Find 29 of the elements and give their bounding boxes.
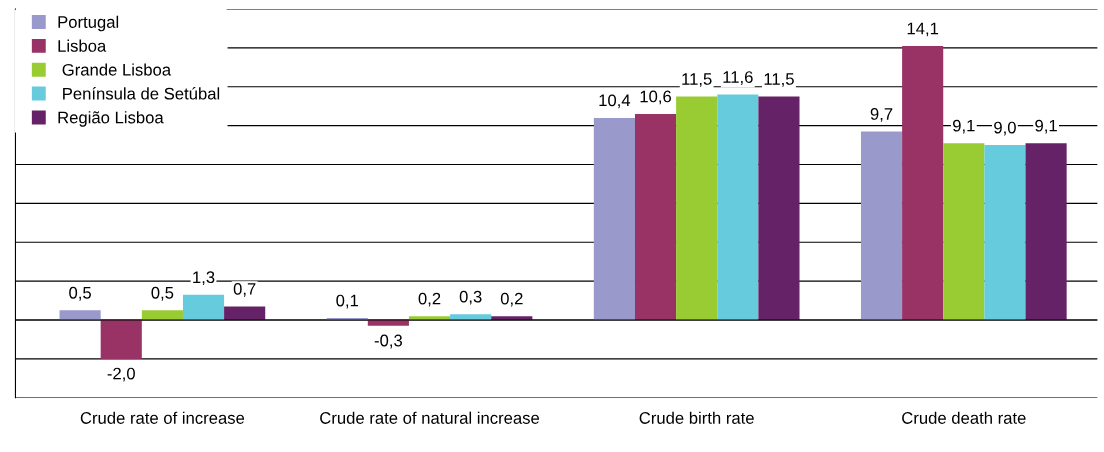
data-label: 0,7 [233, 282, 256, 297]
data-label: 11,5 [764, 73, 794, 87]
legend-label: Grande Lisboa [62, 63, 172, 76]
data-label: 0,5 [151, 286, 174, 301]
data-label: 0,2 [500, 292, 523, 307]
legend-label: Portugal [58, 15, 119, 32]
x-tick-label: Crude birth rate [639, 411, 754, 424]
x-tick-label: Crude rate of natural increase [320, 411, 540, 424]
data-label: 10,4 [599, 94, 631, 109]
data-label: 9,7 [870, 108, 893, 122]
x-tick-label: Crude rate of increase [80, 411, 245, 424]
data-label: 9,1 [953, 119, 975, 134]
data-label: 14,1 [907, 22, 939, 37]
x-tick-label: Crude death rate [902, 411, 1026, 424]
data-label: 0,3 [459, 290, 482, 305]
data-label: 1,3 [193, 271, 215, 286]
data-label: 0,2 [418, 292, 441, 307]
legend-label: Lisboa [58, 39, 107, 52]
data-label: 0,5 [69, 286, 91, 301]
data-label: 11,6 [723, 71, 753, 85]
legend-label: Região Lisboa [58, 111, 164, 127]
data-label: 9,0 [994, 121, 1016, 136]
data-label: -0,3 [374, 334, 403, 349]
data-label: 10,6 [640, 90, 672, 105]
data-label: 9,1 [1035, 119, 1057, 134]
data-label: 0,1 [336, 294, 359, 309]
data-label: 11,5 [682, 73, 712, 87]
legend-label: Península de Setúbal [63, 87, 220, 100]
data-label: -2,0 [107, 367, 135, 382]
